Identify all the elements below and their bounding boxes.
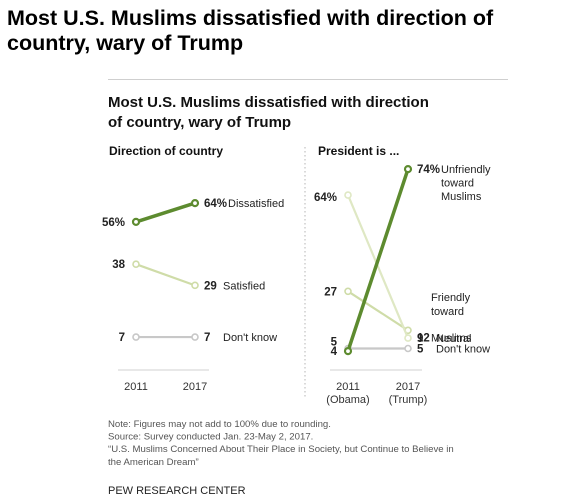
series-point-unfriendly-toward-muslims <box>403 165 413 174</box>
end-text-satisfied: Satisfied <box>223 280 265 292</box>
series-point-dissatisfied <box>190 199 200 208</box>
start-label-dissatisfied: 56% <box>102 217 125 229</box>
start-label-satisfied: 38 <box>112 259 125 271</box>
end-label-friendly-toward-muslims: 12 <box>417 332 430 344</box>
end-label-satisfied: 29 <box>204 280 217 292</box>
end-text-neutral: Neutral <box>436 333 471 345</box>
start-label-friendly-toward-muslims: 27 <box>324 286 337 298</box>
series-point-don-t-know <box>191 333 199 341</box>
panel-subtitle: Direction of country <box>109 144 223 158</box>
start-label-don-t-know: 7 <box>119 332 125 344</box>
note-line: “U.S. Muslims Concerned About Their Plac… <box>108 444 454 455</box>
x-tick-label: 2017 <box>396 381 420 393</box>
x-tick-sublabel: (Trump) <box>389 394 428 406</box>
series-line-satisfied <box>134 263 197 287</box>
series-line-neutral <box>346 194 410 340</box>
end-text-don-t-know: Don't know <box>223 332 277 344</box>
chart-title-line: of country, wary of Trump <box>108 114 291 131</box>
series-point-don-t-know <box>132 333 140 341</box>
end-text-don-t-know: Don't know <box>436 344 490 356</box>
series-point-satisfied <box>191 281 199 290</box>
x-tick-sublabel: (Obama) <box>326 394 369 406</box>
end-label-don-t-know: 7 <box>204 332 210 344</box>
source-label: PEW RESEARCH CENTER <box>108 485 246 497</box>
title-divider <box>108 79 508 80</box>
end-text-unfriendly-toward-muslims: toward <box>441 178 474 190</box>
end-label-unfriendly-toward-muslims: 74% <box>417 164 440 176</box>
start-label-unfriendly-toward-muslims: 4 <box>331 346 338 358</box>
series-point-neutral <box>404 334 412 342</box>
series-point-satisfied <box>132 260 140 269</box>
page-headline: Most U.S. Muslims dissatisfied with dire… <box>7 6 494 55</box>
x-tick-label: 2011 <box>124 381 148 393</box>
end-text-friendly-toward-muslims: Friendly <box>431 292 471 304</box>
x-tick-label: 2011 <box>336 381 360 393</box>
end-label-dissatisfied: 64% <box>204 198 227 210</box>
start-label-neutral: 64% <box>314 192 337 204</box>
note-line: Note: Figures may not add to 100% due to… <box>108 419 331 430</box>
x-tick-label: 2017 <box>183 381 207 393</box>
end-text-dissatisfied: Dissatisfied <box>228 198 284 210</box>
end-text-unfriendly-toward-muslims: Unfriendly <box>441 164 491 176</box>
end-text-unfriendly-toward-muslims: Muslims <box>441 191 482 203</box>
series-line-friendly-toward-muslims <box>346 290 410 332</box>
series-point-friendly-toward-muslims <box>344 287 352 296</box>
start-label-don-t-know: 5 <box>331 337 338 349</box>
panel-subtitle: President is ... <box>318 144 399 158</box>
end-text-friendly-toward-muslims: Muslims <box>431 332 472 344</box>
series-point-don-t-know <box>404 344 412 353</box>
note-line: Source: Survey conducted Jan. 23-May 2, … <box>108 432 313 443</box>
end-label-neutral: 9 <box>417 333 423 345</box>
series-point-unfriendly-toward-muslims <box>343 347 353 356</box>
series-line-dissatisfied <box>134 201 197 224</box>
end-label-don-t-know: 5 <box>417 344 424 356</box>
series-point-dissatisfied <box>131 217 141 226</box>
series-line-unfriendly-toward-muslims <box>346 167 410 353</box>
series-point-neutral <box>344 191 352 199</box>
end-text-friendly-toward-muslims: toward <box>431 306 464 318</box>
chart-title-line: Most U.S. Muslims dissatisfied with dire… <box>108 94 429 111</box>
note-line: the American Dream” <box>108 457 199 468</box>
